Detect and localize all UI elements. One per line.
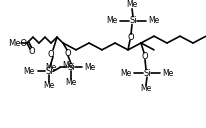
Text: Me: Me: [46, 63, 57, 72]
Text: Me: Me: [107, 16, 118, 25]
Text: Me: Me: [84, 63, 95, 72]
Text: Me: Me: [162, 69, 173, 78]
Text: Me: Me: [148, 16, 159, 25]
Text: Me: Me: [140, 84, 152, 93]
Text: Me: Me: [62, 61, 73, 70]
Text: Si: Si: [67, 63, 75, 72]
Text: O: O: [142, 52, 148, 61]
Text: O: O: [65, 49, 71, 58]
Text: O: O: [28, 47, 35, 56]
Text: Si: Si: [45, 67, 53, 76]
Text: Si: Si: [143, 69, 151, 78]
Text: Me: Me: [121, 69, 132, 78]
Text: O: O: [128, 33, 134, 42]
Text: Me: Me: [24, 67, 35, 76]
Text: O: O: [48, 50, 54, 59]
Text: MeO: MeO: [8, 39, 27, 47]
Text: Si: Si: [129, 16, 137, 25]
Text: Me: Me: [65, 78, 77, 87]
Text: Me: Me: [126, 0, 138, 9]
Text: Me: Me: [43, 81, 55, 89]
